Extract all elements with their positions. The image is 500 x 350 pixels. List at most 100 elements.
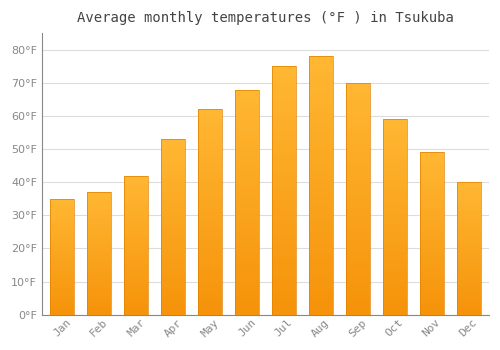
Bar [87,236,111,239]
Bar [87,234,111,236]
Bar [50,240,74,243]
Bar [235,189,259,193]
Bar [382,252,406,256]
Bar [50,301,74,303]
Bar [87,192,111,195]
Bar [272,86,296,91]
Bar [456,264,480,267]
Bar [50,313,74,315]
Bar [309,92,333,98]
Bar [420,195,444,198]
Bar [346,97,370,101]
Bar [382,182,406,186]
Bar [124,209,148,212]
Bar [124,309,148,312]
Bar [235,148,259,153]
Bar [456,246,480,248]
Bar [161,195,185,199]
Bar [50,282,74,285]
Bar [198,310,222,315]
Bar [235,220,259,225]
Bar [456,243,480,246]
Bar [420,182,444,185]
Bar [87,266,111,268]
Bar [346,157,370,162]
Bar [87,271,111,273]
Bar [235,139,259,144]
Bar [309,247,333,253]
Bar [161,241,185,245]
Bar [50,289,74,292]
Bar [87,283,111,285]
Bar [198,208,222,212]
Bar [382,205,406,209]
Bar [272,210,296,215]
Bar [198,122,222,126]
Bar [50,245,74,247]
Bar [50,210,74,213]
Bar [198,142,222,146]
Bar [456,248,480,251]
Bar [124,198,148,201]
Bar [50,231,74,233]
Bar [198,167,222,171]
Bar [198,220,222,224]
Bar [50,229,74,231]
Bar [124,270,148,273]
Bar [420,276,444,279]
Bar [161,255,185,259]
Bar [235,297,259,301]
Bar [272,280,296,285]
Bar [198,183,222,187]
Bar [309,243,333,247]
Bar [346,222,370,227]
Bar [272,265,296,270]
Bar [235,180,259,184]
Bar [124,176,148,178]
Bar [272,96,296,101]
Bar [235,274,259,279]
Bar [124,248,148,251]
Bar [382,190,406,194]
Bar [124,293,148,295]
Bar [346,292,370,296]
Bar [456,312,480,315]
Bar [87,295,111,298]
Bar [124,187,148,190]
Bar [272,230,296,235]
Bar [198,130,222,134]
Bar [87,217,111,219]
Bar [272,215,296,220]
Bar [272,71,296,76]
Bar [50,273,74,275]
Bar [50,287,74,289]
Bar [420,295,444,299]
Bar [420,172,444,175]
Bar [420,286,444,289]
Bar [309,186,333,191]
Bar [346,171,370,176]
Bar [382,225,406,229]
Bar [87,298,111,300]
Bar [235,112,259,117]
Bar [235,252,259,256]
Bar [420,305,444,308]
Bar [87,280,111,283]
Bar [235,144,259,148]
Bar [161,209,185,213]
Bar [50,201,74,203]
Bar [456,291,480,294]
Bar [346,83,370,315]
Bar [382,131,406,135]
Bar [272,186,296,190]
Bar [87,275,111,278]
Bar [420,185,444,188]
Bar [198,257,222,261]
Bar [309,155,333,160]
Bar [346,250,370,254]
Bar [420,153,444,315]
Bar [198,175,222,179]
Bar [309,258,333,263]
Bar [456,299,480,301]
Bar [235,265,259,270]
